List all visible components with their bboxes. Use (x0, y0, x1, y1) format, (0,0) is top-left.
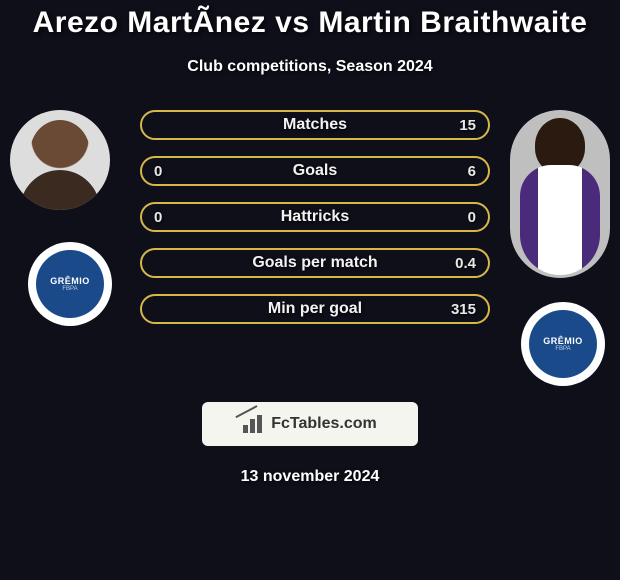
stat-right-value: 15 (459, 117, 476, 134)
club-right-sub: FBPA (555, 346, 570, 352)
stat-label: Goals (293, 162, 337, 180)
stat-left-value: 0 (154, 163, 162, 180)
stat-label: Min per goal (268, 300, 362, 318)
stat-right-value: 0.4 (455, 255, 476, 272)
stat-right-value: 0 (468, 209, 476, 226)
stat-right-value: 315 (451, 301, 476, 318)
club-left-sub: FBPA (62, 286, 77, 292)
stat-rows: Matches 15 0 Goals 6 0 Hattricks 0 Goals… (140, 110, 490, 340)
club-left-badge: GRÊMIO FBPA (28, 242, 112, 326)
stat-label: Goals per match (252, 254, 377, 272)
stat-row-hattricks: 0 Hattricks 0 (140, 202, 490, 232)
club-right-name: GRÊMIO (543, 336, 583, 346)
page-title: Arezo MartÃnez vs Martin Braithwaite (0, 6, 620, 40)
club-left-name: GRÊMIO (50, 276, 90, 286)
stats-area: GRÊMIO FBPA GRÊMIO FBPA Matches 15 0 Goa… (0, 110, 620, 370)
comparison-card: Arezo MartÃnez vs Martin Braithwaite Clu… (0, 0, 620, 580)
club-right-inner: GRÊMIO FBPA (529, 310, 597, 378)
stat-label: Hattricks (281, 208, 349, 226)
club-right-badge: GRÊMIO FBPA (521, 302, 605, 386)
stat-row-goals: 0 Goals 6 (140, 156, 490, 186)
stat-row-mpg: Min per goal 315 (140, 294, 490, 324)
date-label: 13 november 2024 (0, 468, 620, 486)
source-logo-text: FcTables.com (271, 415, 377, 433)
club-left-inner: GRÊMIO FBPA (36, 250, 104, 318)
stat-row-matches: Matches 15 (140, 110, 490, 140)
source-logo[interactable]: FcTables.com (202, 402, 418, 446)
stat-label: Matches (283, 116, 347, 134)
stat-left-value: 0 (154, 209, 162, 226)
stat-right-value: 6 (468, 163, 476, 180)
player-right-avatar (510, 110, 610, 278)
player-left-avatar (10, 110, 110, 210)
stat-row-gpm: Goals per match 0.4 (140, 248, 490, 278)
chart-icon (243, 415, 265, 433)
subtitle: Club competitions, Season 2024 (0, 58, 620, 76)
